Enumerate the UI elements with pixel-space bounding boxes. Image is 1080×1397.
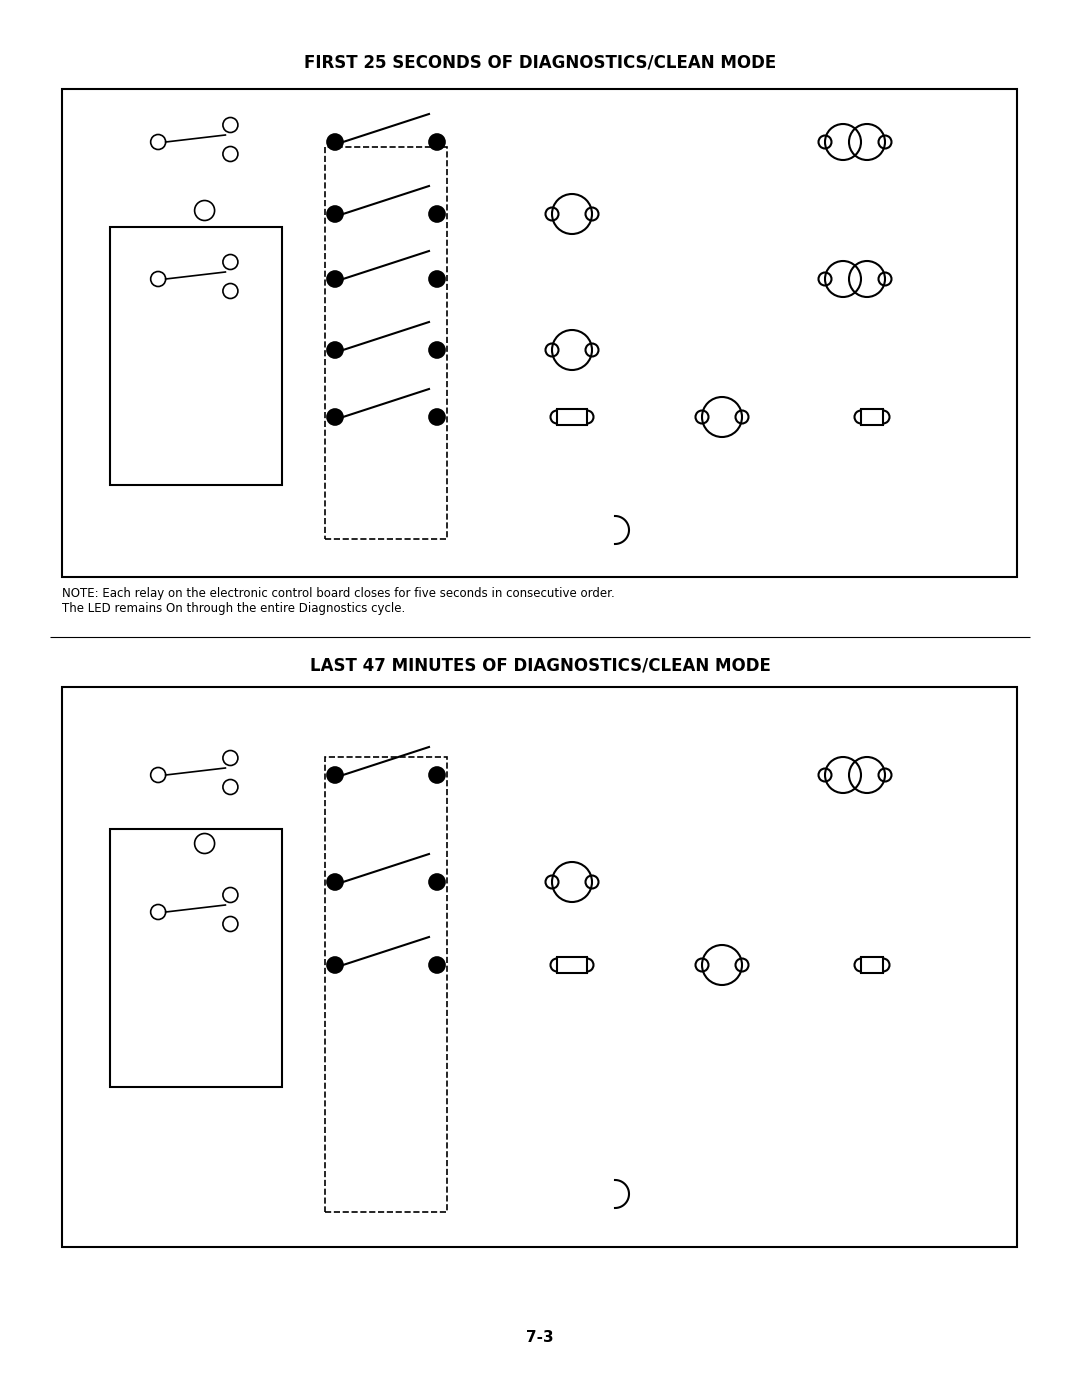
Text: ELECTRONIC: ELECTRONIC — [348, 731, 424, 740]
Text: BU: BU — [475, 761, 489, 771]
Text: CONDENSER FAN: CONDENSER FAN — [555, 233, 645, 243]
Bar — [325, 147, 447, 539]
Text: BK: BK — [75, 897, 87, 907]
Text: COMPRESSOR: COMPRESSOR — [688, 983, 756, 995]
Text: BK: BK — [75, 127, 87, 137]
Text: NOTE: Each relay on the electronic control board closes for five seconds in cons: NOTE: Each relay on the electronic contr… — [62, 587, 615, 615]
Circle shape — [327, 271, 343, 286]
Text: LED: LED — [647, 1187, 672, 1200]
Text: RELAY: RELAY — [856, 436, 888, 446]
Circle shape — [327, 134, 343, 149]
Circle shape — [327, 767, 343, 782]
Circle shape — [327, 409, 343, 425]
Text: W: W — [1002, 200, 1012, 210]
Text: W/BK: W/BK — [266, 292, 292, 302]
Circle shape — [327, 205, 343, 222]
Text: BU: BU — [445, 761, 459, 773]
Text: Y: Y — [311, 760, 318, 770]
Text: Y: Y — [288, 760, 294, 770]
Circle shape — [327, 957, 343, 972]
Text: SWITCH: SWITCH — [172, 1120, 220, 1130]
Text: SWITCH: SWITCH — [172, 518, 220, 528]
Text: W: W — [347, 1199, 356, 1208]
Text: ON/OFF/CLEAN: ON/OFF/CLEAN — [150, 1102, 242, 1112]
Text: W: W — [1002, 337, 1012, 346]
Text: R: R — [445, 404, 451, 414]
Text: 7-3: 7-3 — [526, 1330, 554, 1344]
Text: TN: TN — [445, 265, 458, 277]
Text: COMPRESSOR: COMPRESSOR — [688, 436, 756, 446]
Text: R: R — [347, 1168, 354, 1178]
Text: W: W — [1002, 265, 1012, 275]
Text: HOT GAS SOLENOID: HOT GAS SOLENOID — [563, 901, 667, 911]
Text: W: W — [1002, 761, 1012, 771]
Circle shape — [429, 409, 445, 425]
Circle shape — [429, 134, 445, 149]
Text: PU: PU — [445, 869, 458, 879]
Text: CONTROL: CONTROL — [356, 745, 416, 754]
Bar — [557, 409, 588, 425]
Text: BU: BU — [703, 761, 717, 771]
Text: RELAY: RELAY — [856, 983, 888, 995]
Text: W: W — [1002, 951, 1012, 961]
Text: BU: BU — [445, 129, 459, 138]
Text: WATER INLET VALVE: WATER INLET VALVE — [843, 298, 947, 307]
Text: Y: Y — [311, 127, 318, 137]
Circle shape — [429, 271, 445, 286]
Circle shape — [429, 767, 445, 782]
Circle shape — [429, 957, 445, 972]
Text: R: R — [347, 504, 354, 514]
Circle shape — [429, 875, 445, 890]
Circle shape — [327, 342, 343, 358]
Text: W: W — [1002, 161, 1012, 170]
Bar — [325, 757, 447, 1213]
Bar — [62, 687, 1017, 1248]
Bar — [861, 957, 883, 972]
Text: BU: BU — [703, 129, 717, 138]
Circle shape — [327, 875, 343, 890]
Circle shape — [429, 342, 445, 358]
Text: BU: BU — [475, 129, 489, 138]
Text: WATER RECIRCULATING PUMP: WATER RECIRCULATING PUMP — [818, 161, 972, 170]
Text: BK: BK — [75, 264, 87, 274]
Text: PU: PU — [445, 337, 458, 346]
Text: LAST 47 MINUTES OF DIAGNOSTICS/CLEAN MODE: LAST 47 MINUTES OF DIAGNOSTICS/CLEAN MOD… — [310, 657, 770, 673]
Text: FIRST 25 SECONDS OF DIAGNOSTICS/CLEAN MODE: FIRST 25 SECONDS OF DIAGNOSTICS/CLEAN MO… — [303, 53, 777, 71]
Text: WATER RECIRCULATING PUMP: WATER RECIRCULATING PUMP — [818, 793, 972, 805]
Bar — [110, 828, 282, 1087]
Text: CONTROL: CONTROL — [356, 136, 416, 145]
Text: BK: BK — [75, 760, 87, 770]
Bar — [557, 957, 588, 972]
Text: W/BK: W/BK — [266, 925, 292, 935]
Bar — [861, 409, 883, 425]
Text: HOT GAS SOLENOID: HOT GAS SOLENOID — [563, 369, 667, 379]
Text: OR: OR — [445, 201, 459, 211]
Text: W: W — [347, 534, 356, 543]
Circle shape — [429, 205, 445, 222]
Text: W: W — [1002, 129, 1012, 138]
Text: ELECTRONIC: ELECTRONIC — [348, 120, 424, 130]
Text: OVERLOAD: OVERLOAD — [545, 983, 599, 995]
Text: R: R — [445, 951, 451, 963]
Text: LED: LED — [647, 524, 672, 536]
Text: W: W — [1002, 868, 1012, 877]
Text: ON/OFF/CLEAN: ON/OFF/CLEAN — [150, 500, 242, 510]
Text: OVERLOAD: OVERLOAD — [545, 436, 599, 446]
Bar — [110, 226, 282, 485]
Bar — [62, 89, 1017, 577]
Text: Y: Y — [288, 127, 294, 137]
Text: W: W — [1002, 402, 1012, 414]
